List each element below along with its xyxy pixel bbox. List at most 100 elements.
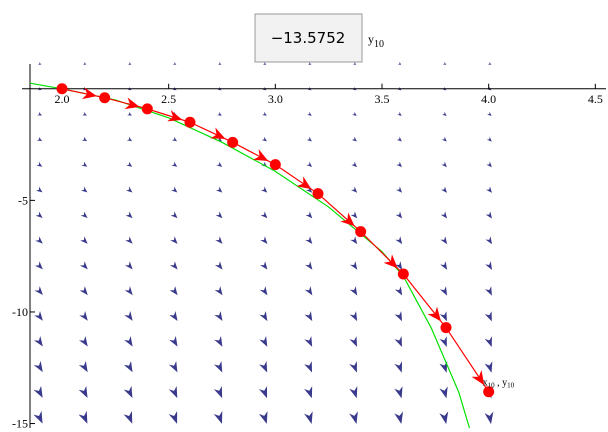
- field-arrow: [35, 236, 43, 244]
- field-arrow: [214, 286, 223, 296]
- annotation-part: 10: [488, 382, 496, 390]
- field-arrow: [81, 136, 88, 142]
- field-arrow: [79, 261, 88, 270]
- field-arrow: [486, 186, 492, 193]
- field-arrow: [37, 111, 42, 116]
- euler-point: [440, 322, 452, 334]
- field-arrow: [124, 311, 133, 321]
- field-arrow: [126, 136, 133, 142]
- field-arrow: [260, 186, 268, 193]
- step-arrow: [81, 87, 97, 100]
- field-arrow: [394, 311, 403, 322]
- field-arrow: [395, 211, 403, 219]
- field-arrow: [33, 335, 43, 347]
- field-arrow: [261, 136, 267, 142]
- step-arrow: [167, 109, 183, 122]
- field-arrow: [440, 211, 448, 219]
- field-arrow: [484, 311, 492, 322]
- field-arrow: [215, 236, 223, 244]
- field-arrow: [439, 411, 449, 425]
- field-arrow: [79, 335, 88, 347]
- field-arrow: [80, 236, 88, 244]
- field-arrow: [215, 211, 223, 219]
- field-arrow: [487, 61, 492, 65]
- field-arrow: [171, 136, 178, 142]
- field-arrow: [214, 311, 223, 322]
- field-arrow: [169, 336, 178, 347]
- field-arrow: [169, 311, 178, 321]
- readout-label: y10: [368, 32, 384, 50]
- field-arrow: [125, 186, 133, 193]
- field-arrow: [307, 61, 312, 65]
- field-arrow: [124, 335, 133, 347]
- x-tick-label: 4.0: [481, 92, 496, 106]
- field-arrow: [484, 411, 494, 425]
- field-arrow: [127, 111, 132, 116]
- field-arrow: [441, 186, 448, 193]
- field-arrow: [442, 111, 447, 116]
- euler-point: [483, 386, 495, 398]
- field-arrow: [484, 286, 492, 296]
- field-arrow: [350, 186, 358, 193]
- field-arrow: [351, 136, 357, 142]
- field-arrow: [304, 336, 313, 347]
- field-arrow: [258, 411, 268, 424]
- step-arrow: [383, 254, 398, 269]
- field-arrow: [217, 61, 222, 65]
- x-tick-label: 2.5: [161, 92, 176, 106]
- field-arrow: [125, 211, 133, 219]
- y-tick-label: -15: [12, 417, 28, 431]
- field-arrow: [487, 111, 492, 117]
- euler-point: [99, 92, 111, 104]
- field-arrow: [486, 161, 492, 168]
- field-arrow: [394, 361, 403, 373]
- field-arrow: [33, 410, 43, 424]
- field-arrow: [441, 136, 447, 142]
- field-arrow: [78, 410, 88, 424]
- field-arrow: [79, 286, 88, 296]
- step-arrow: [253, 149, 269, 161]
- field-arrow: [171, 161, 178, 167]
- field-arrow: [396, 186, 403, 193]
- field-arrow: [439, 386, 448, 399]
- field-arrow: [169, 286, 178, 296]
- field-arrow: [486, 136, 492, 142]
- step-arrow: [340, 212, 355, 227]
- field-arrow: [304, 386, 313, 399]
- field-arrow: [34, 261, 43, 270]
- step-arrow: [471, 370, 485, 386]
- field-arrow: [485, 236, 493, 245]
- field-arrow: [350, 211, 358, 219]
- field-arrow: [216, 161, 223, 167]
- annotation-part: y: [502, 378, 507, 389]
- field-arrow: [306, 161, 313, 168]
- field-arrow: [349, 286, 358, 296]
- field-arrow: [305, 236, 313, 245]
- field-arrow: [78, 385, 88, 398]
- field-arrow: [79, 311, 88, 321]
- y-tick-label: -5: [18, 193, 28, 207]
- field-arrow: [484, 336, 492, 348]
- field-arrow: [439, 336, 447, 347]
- field-arrow: [394, 386, 403, 399]
- field-arrow: [124, 261, 133, 270]
- field-arrow: [169, 261, 178, 270]
- field-arrow: [125, 236, 133, 244]
- field-arrow: [395, 236, 403, 245]
- euler-point: [56, 83, 68, 95]
- field-arrow: [352, 111, 357, 116]
- euler-point: [269, 159, 281, 171]
- annotation-part: 10: [507, 382, 514, 390]
- field-arrow: [397, 61, 402, 65]
- field-arrow: [126, 161, 133, 167]
- field-arrow: [217, 111, 222, 116]
- field-arrow: [35, 186, 43, 193]
- field-arrow: [259, 261, 268, 270]
- step-arrow: [427, 306, 442, 322]
- field-arrow: [83, 62, 87, 65]
- field-arrow: [350, 236, 358, 245]
- euler-point: [184, 116, 196, 128]
- field-arrow: [81, 161, 88, 167]
